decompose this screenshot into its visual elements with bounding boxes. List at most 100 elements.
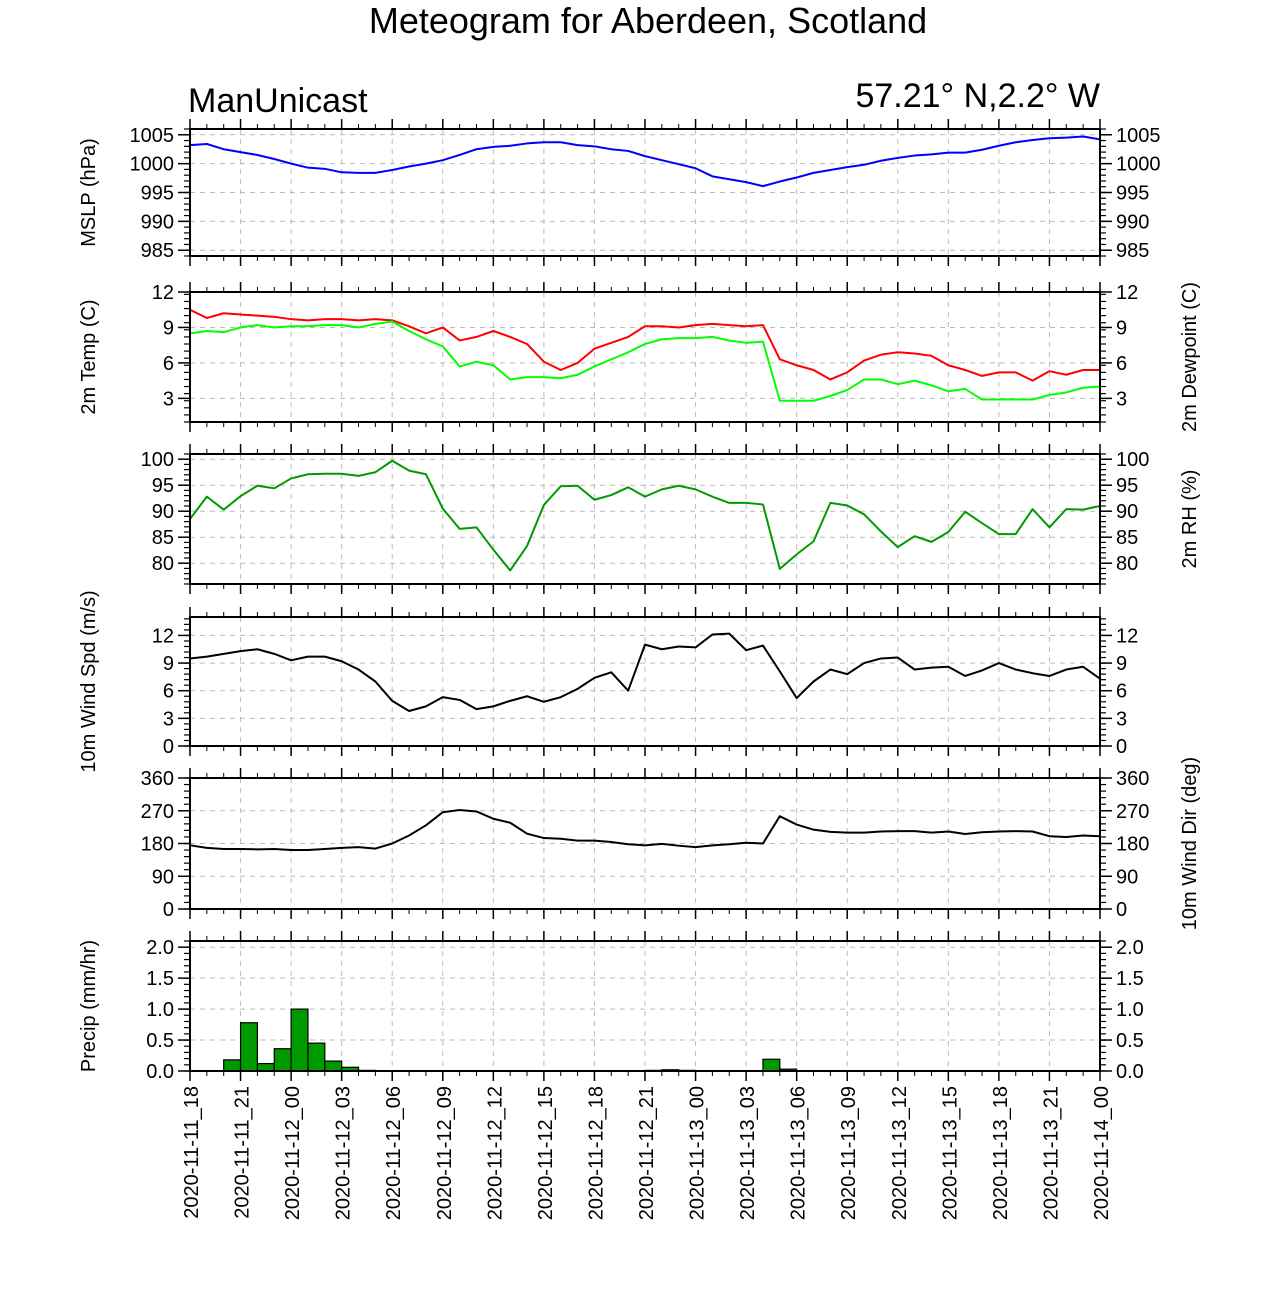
y-tick-label-left: 360: [141, 768, 174, 790]
model-label: ManUnicast: [188, 82, 368, 120]
precip-bar: [239, 1022, 259, 1072]
y-tick-label-left: 3: [163, 388, 174, 410]
x-tick-label: 2020-11-12_12: [484, 1086, 506, 1220]
y-tick-label-left: 6: [163, 353, 174, 375]
y-tick-label-right: 0: [1116, 736, 1127, 758]
x-tick-label: 2020-11-13_00: [687, 1086, 709, 1220]
y-tick-label-right: 100: [1116, 449, 1149, 471]
y-tick-label-right: 180: [1116, 834, 1149, 856]
y-tick-label-left: 0: [163, 899, 174, 921]
chart-title: Meteogram for Aberdeen, Scotland: [369, 0, 927, 41]
y-tick-label-right: 360: [1116, 768, 1149, 790]
y-tick-label-right: 990: [1116, 211, 1149, 233]
y-tick-label-left: 90: [152, 501, 174, 523]
rh-line: [189, 459, 1101, 572]
x-tick-label: 2020-11-11_21: [232, 1086, 254, 1219]
y-tick-label-right: 0.5: [1116, 1030, 1144, 1052]
temp-line: [189, 308, 1100, 382]
x-tick-label: 2020-11-11_18: [181, 1086, 203, 1219]
y-axis-title-left: 2m Temp (C): [78, 299, 100, 414]
x-tick-label: 2020-11-13_03: [737, 1086, 759, 1220]
y-tick-label-left: 80: [152, 553, 174, 575]
y-tick-label-left: 990: [141, 211, 174, 233]
x-tick-label: 2020-11-13_09: [838, 1086, 860, 1220]
y-tick-label-left: 85: [152, 527, 174, 549]
wind-dir-line: [189, 809, 1101, 852]
y-tick-label-right: 90: [1116, 866, 1138, 888]
y-tick-label-right: 1.0: [1116, 999, 1144, 1021]
x-tick-label: 2020-11-12_15: [535, 1086, 557, 1220]
y-tick-label-right: 1005: [1116, 125, 1161, 147]
wind-speed-line: [189, 632, 1101, 712]
y-tick-label-right: 2.0: [1116, 937, 1144, 959]
precip-bar: [223, 1059, 242, 1072]
y-tick-label-left: 0: [163, 736, 174, 758]
y-tick-label-right: 270: [1116, 801, 1149, 823]
location-label: 57.21° N,2.2° W: [855, 77, 1100, 115]
y-tick-label-right: 985: [1116, 240, 1149, 262]
x-tick-label: 2020-11-12_21: [636, 1086, 658, 1220]
precip-bar: [307, 1042, 326, 1072]
y-tick-label-right: 12: [1116, 282, 1138, 304]
dewpoint-line: [189, 320, 1101, 402]
y-tick-label-right: 3: [1116, 708, 1127, 730]
panel-wind-dir: 0 0 90 90 180 180 270 270 360 360 10m Wind Dir (de…: [141, 757, 1201, 930]
y-tick-label-left: 1.0: [146, 999, 174, 1021]
x-tick-label: 2020-11-12_18: [585, 1086, 607, 1220]
x-tick-label: 2020-11-14_00: [1091, 1086, 1113, 1220]
y-tick-label-left: 2.0: [146, 937, 174, 959]
y-tick-label-left: 12: [152, 282, 174, 304]
y-tick-label-right: 90: [1116, 501, 1138, 523]
y-tick-label-right: 80: [1116, 553, 1138, 575]
y-axis-title-left: Precip (mm/hr): [78, 940, 100, 1072]
x-tick-label: 2020-11-12_09: [434, 1086, 456, 1220]
y-tick-label-right: 3: [1116, 388, 1127, 410]
y-tick-label-left: 90: [152, 866, 174, 888]
precip-bar: [762, 1058, 781, 1072]
x-tick-label: 2020-11-13_12: [889, 1086, 911, 1220]
y-tick-label-left: 100: [141, 449, 174, 471]
y-axis-title-left: 10m Wind Spd (m/s): [78, 590, 100, 772]
precip-bar: [273, 1048, 292, 1072]
y-axis-title-right: 10m Wind Dir (deg): [1179, 757, 1201, 930]
time-axis: 2020-11-11_18 2020-11-11_21 2020-11-12_00 2…: [181, 1086, 1113, 1220]
y-tick-label-right: 9: [1116, 653, 1127, 675]
panel-rh: 80 80 85 85 90 90 95 95 100 100 2m RH (%): [141, 444, 1201, 594]
y-tick-label-right: 0.0: [1116, 1061, 1144, 1083]
y-tick-label-left: 1000: [130, 154, 175, 176]
y-tick-label-left: 270: [141, 801, 174, 823]
panel-precip: 0.0 0.0 0.5 0.5 1.0 1.0 1.5 1.5 2.0 2.0 Precip (mm…: [78, 931, 1144, 1083]
precip-bar: [256, 1062, 275, 1072]
x-tick-label: 2020-11-13_18: [990, 1086, 1012, 1220]
y-tick-label-left: 985: [141, 240, 174, 262]
y-tick-label-left: 3: [163, 708, 174, 730]
y-tick-label-left: 9: [163, 653, 174, 675]
y-tick-label-left: 1.5: [146, 968, 174, 990]
y-tick-label-right: 0: [1116, 899, 1127, 921]
y-tick-label-right: 12: [1116, 625, 1138, 647]
y-tick-label-left: 95: [152, 475, 174, 497]
precip-bar: [290, 1008, 309, 1072]
panel-temp: 3 3 6 6 9 9 12 12 2m Temp (C) 2m Dewpoint (C): [78, 282, 1201, 432]
panel-mslp: 985 985 990 990 995 995 1000 1000 1005 1005 MSLP (…: [78, 119, 1161, 266]
x-tick-label: 2020-11-12_03: [333, 1086, 355, 1220]
y-tick-label-left: 995: [141, 183, 174, 205]
y-tick-label-right: 6: [1116, 681, 1127, 703]
y-tick-label-right: 1000: [1116, 154, 1161, 176]
y-tick-label-right: 95: [1116, 475, 1138, 497]
x-tick-label: 2020-11-12_00: [282, 1086, 304, 1220]
y-axis-title-left: MSLP (hPa): [78, 138, 100, 247]
y-tick-label-right: 6: [1116, 353, 1127, 375]
x-tick-label: 2020-11-13_15: [939, 1086, 961, 1220]
x-tick-label: 2020-11-13_06: [788, 1086, 810, 1220]
y-tick-label-left: 0.5: [146, 1030, 174, 1052]
panel-wind-speed: 0 0 3 3 6 6 9 9 12 12 10m Wind Spd (m/s): [78, 590, 1138, 772]
y-tick-label-left: 180: [141, 834, 174, 856]
y-axis-title-right: 2m RH (%): [1179, 470, 1201, 569]
y-tick-label-left: 0.0: [146, 1061, 174, 1083]
y-tick-label-right: 995: [1116, 183, 1149, 205]
precip-bar: [324, 1060, 343, 1072]
x-tick-label: 2020-11-13_21: [1040, 1086, 1062, 1220]
